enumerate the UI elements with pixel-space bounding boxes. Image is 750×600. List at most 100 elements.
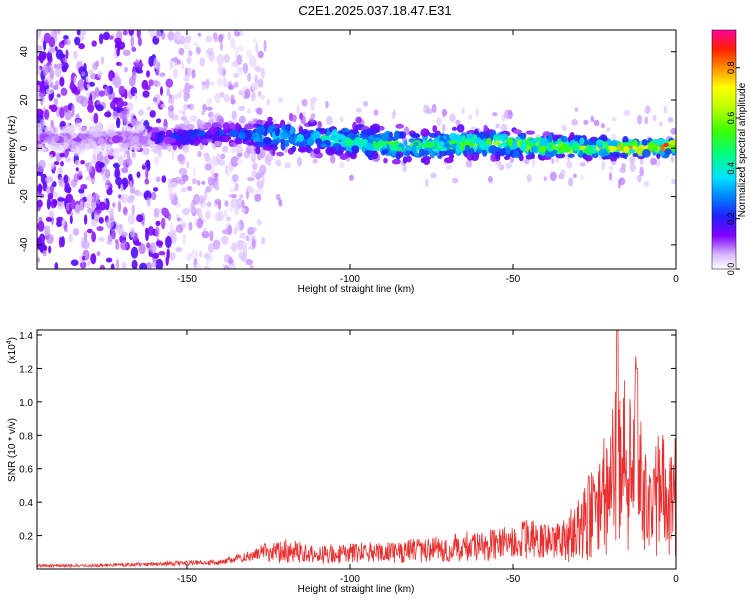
spectrogram-cell (156, 67, 160, 77)
spectrogram-cell (423, 104, 430, 114)
spectrogram-frame (36, 29, 677, 270)
spectrogram-cell (191, 68, 196, 79)
spectrogram-cell (55, 63, 63, 70)
spectrogram-cell (146, 106, 152, 111)
spectrogram-cell (126, 157, 133, 167)
spectrogram-cell (78, 188, 85, 194)
spectrogram-cell (148, 139, 156, 148)
spectrogram-cell (618, 177, 626, 186)
spectrogram-cell (238, 133, 244, 138)
spectrogram-cell (225, 164, 229, 174)
spectrogram-cell (157, 61, 161, 68)
spectrogram-cell (60, 160, 64, 167)
spectrogram-cell (465, 160, 473, 168)
snr-scale-label: (x104) (6, 337, 18, 364)
spectrogram-cell (130, 227, 136, 238)
spectrogram-cell (101, 150, 110, 157)
spectrogram-cell (239, 240, 248, 250)
spectrogram-cell (68, 233, 74, 243)
spectrogram-cell (75, 94, 80, 103)
spectrogram-cell (468, 114, 473, 121)
spectrogram-cell (442, 109, 448, 116)
spectrogram-cell (240, 207, 246, 213)
spectrogram-cell (149, 242, 157, 254)
spectrogram-cell (230, 156, 239, 168)
spectrogram-cell (539, 141, 549, 147)
spectrogram-cell (171, 114, 179, 121)
spectrogram-cell (629, 156, 636, 164)
spectrogram-cell (519, 144, 527, 152)
spectrogram-cell (464, 144, 470, 152)
spectrogram-cell (146, 160, 151, 172)
spectrogram-cell (37, 257, 41, 263)
spectrogram-cell (46, 198, 51, 210)
spectrogram-cell (291, 114, 297, 123)
spectrogram-cell (117, 200, 122, 213)
spectrogram-cell (446, 149, 456, 155)
spectrogram-cell (252, 161, 258, 171)
spectrogram-cell (201, 84, 207, 91)
spectrogram-cell (504, 109, 511, 120)
spectrogram-cell (238, 105, 245, 112)
y-tick-label: 1.4 (19, 331, 33, 342)
spectrogram-cell (122, 261, 127, 269)
spectrogram-cell (284, 162, 292, 169)
spectrogram-cell (98, 201, 107, 211)
spectrogram-cell (644, 105, 651, 115)
spectrogram-cell (167, 212, 172, 221)
spectrogram-cell (129, 194, 135, 201)
spectrogram-cell (639, 166, 644, 177)
spectrogram-cell (345, 137, 352, 147)
spectrogram-cell (155, 176, 161, 183)
spectrogram-cell (55, 80, 60, 87)
spectrogram-cell (656, 153, 661, 159)
spectrogram-cell (155, 240, 164, 247)
spectrogram-cell (96, 226, 104, 232)
spectrogram-cell (530, 145, 538, 153)
spectrogram-cell (180, 187, 187, 193)
spectrogram-cell (95, 104, 104, 112)
spectrogram-cell (609, 171, 612, 181)
spectrogram-cell (149, 110, 156, 118)
spectrogram-cell (219, 42, 224, 51)
spectrogram-cell (398, 131, 406, 139)
spectrogram-cell (153, 145, 163, 151)
spectrogram-cell (219, 91, 225, 98)
spectrogram-cell (73, 173, 80, 183)
spectrogram-cell (59, 77, 65, 87)
spectrogram-cell (193, 41, 199, 47)
spectrogram-cell (100, 56, 105, 65)
spectrogram-cell (57, 197, 66, 202)
spectrogram-cell (38, 184, 43, 191)
spectrogram-cell (261, 236, 266, 245)
spectrogram-cell (488, 145, 498, 154)
spectrogram-cell (246, 185, 254, 194)
x-tick-label: -100 (340, 574, 360, 585)
spectrogram-cell (247, 177, 255, 182)
spectrogram-cell (468, 132, 474, 140)
spectrogram-cell (169, 181, 178, 189)
spectrogram-cell (257, 78, 264, 88)
spectrogram-cell (53, 63, 57, 69)
spectrogram-cell (98, 236, 105, 242)
spectrogram-cell (86, 89, 91, 99)
spectrogram-cell (526, 174, 532, 183)
spectrogram-cell (119, 223, 123, 229)
spectrogram-cell (175, 247, 183, 253)
spectrogram-cell (611, 133, 617, 142)
spectrogram-cell (549, 171, 557, 182)
spectrogram-cell (507, 137, 514, 146)
spectrogram-cell (249, 55, 257, 68)
spectrogram-cell (183, 104, 188, 111)
spectrogram-cell (112, 110, 118, 120)
spectrogram-cell (204, 265, 210, 269)
spectrogram-cell (256, 186, 264, 197)
y-tick-label: 0.8 (19, 431, 33, 442)
spectrogram-cell (237, 152, 243, 157)
spectrogram-cell (231, 110, 237, 121)
spectrogram-cell (49, 154, 53, 159)
snr-x-axis-label: Height of straight line (km) (298, 584, 415, 595)
spectrogram-cell (216, 54, 225, 66)
spectrogram-cell (131, 204, 135, 216)
spectrogram-cell (80, 160, 85, 165)
